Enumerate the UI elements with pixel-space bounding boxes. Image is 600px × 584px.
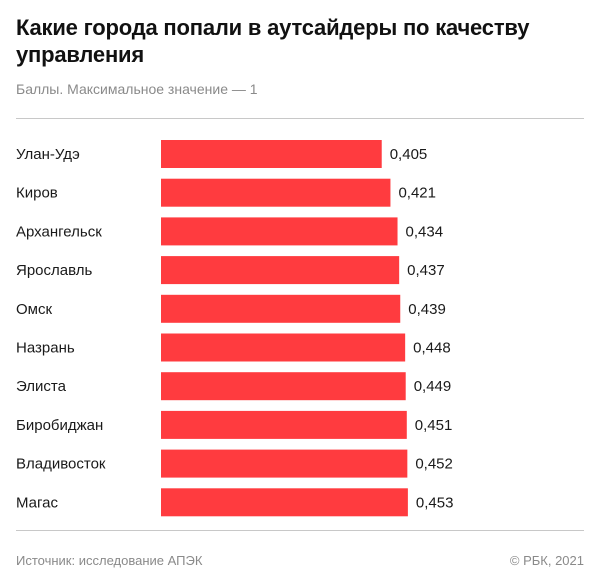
bar (161, 372, 406, 401)
bar (161, 178, 391, 207)
chart-subtitle: Баллы. Максимальное значение — 1 (16, 81, 258, 97)
bar (161, 294, 401, 323)
value-label: 0,421 (398, 185, 436, 202)
value-label: 0,453 (416, 494, 454, 511)
category-label: Улан-Удэ (16, 146, 80, 163)
category-label: Киров (16, 185, 58, 202)
bar (161, 256, 400, 285)
value-label: 0,405 (390, 146, 428, 163)
category-label: Магас (16, 494, 58, 511)
bar (161, 449, 408, 478)
category-label: Назрань (16, 340, 75, 357)
value-label: 0,439 (408, 301, 446, 318)
value-label: 0,448 (413, 340, 451, 357)
bar (161, 217, 398, 246)
bar (161, 140, 382, 168)
category-label: Ярославль (16, 262, 92, 279)
category-label: Элиста (16, 378, 67, 395)
bottom-divider (16, 530, 584, 531)
category-label: Биробиджан (16, 417, 103, 434)
top-divider (16, 118, 584, 119)
bar (161, 488, 408, 517)
category-label: Архангельск (16, 223, 102, 240)
value-label: 0,437 (407, 262, 445, 279)
value-label: 0,434 (406, 223, 444, 240)
source-note: Источник: исследование АПЭК (16, 553, 203, 568)
bar (161, 410, 407, 439)
chart-title: Какие города попали в аутсайдеры по каче… (16, 15, 530, 67)
value-label: 0,452 (415, 456, 453, 473)
value-label: 0,451 (415, 417, 453, 434)
category-label: Омск (16, 301, 52, 318)
copyright-note: © РБК, 2021 (509, 553, 584, 568)
value-label: 0,449 (414, 378, 452, 395)
category-label: Владивосток (16, 456, 106, 473)
bar (161, 333, 406, 362)
